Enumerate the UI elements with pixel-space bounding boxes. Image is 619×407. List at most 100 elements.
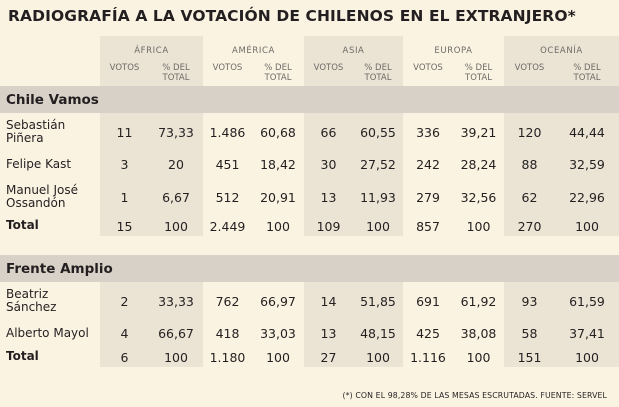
votes-cell: 1.486 xyxy=(209,124,246,140)
percent-cell: 20 xyxy=(149,151,203,178)
percent-cell: 73,33 xyxy=(149,113,203,151)
percent-cell: 11,93 xyxy=(353,178,403,216)
percent-header-line: % DEL xyxy=(264,63,292,73)
votes-cell: 1.180 xyxy=(209,349,246,365)
percent-header-line: TOTAL xyxy=(465,72,492,83)
percent-cell: 39,21 xyxy=(460,124,497,140)
region-header: OCEANÍA xyxy=(504,36,619,58)
votes-cell: 279 xyxy=(416,189,440,205)
percent-cell: 100 xyxy=(555,347,619,367)
percent-cell: 100 xyxy=(353,216,403,236)
percent-cell: 66,97 xyxy=(260,293,296,309)
votes-cell: 27 xyxy=(304,347,353,367)
percent-cell: 33,03 xyxy=(260,326,296,341)
section-title: Frente Amplio xyxy=(0,255,619,282)
votes-cell: 15 xyxy=(100,216,149,236)
percent-column-header: % DEL TOTAL xyxy=(252,58,304,86)
percent-cell: 32,59 xyxy=(555,151,619,178)
votes-cell: 425 xyxy=(416,326,440,341)
votes-cell: 88 xyxy=(504,151,555,178)
region-header: EUROPA xyxy=(434,46,473,56)
percent-cell: 28,24 xyxy=(460,157,497,172)
name-line: Manuel José xyxy=(6,182,78,197)
candidate-name: Manuel José Ossandón xyxy=(0,178,100,216)
percent-column-header: % DEL TOTAL xyxy=(555,58,619,86)
candidate-name: Felipe Kast xyxy=(0,151,100,178)
percent-cell: 61,59 xyxy=(555,282,619,320)
percent-cell: 60,55 xyxy=(353,113,403,151)
votes-cell: 4 xyxy=(100,320,149,347)
name-line: Sebastián xyxy=(6,117,66,132)
percent-header-line: % DEL xyxy=(364,63,392,73)
region-header: ASIA xyxy=(304,36,403,58)
section-gap xyxy=(0,236,619,255)
percent-cell: 6,67 xyxy=(149,178,203,216)
votes-cell: 1 xyxy=(100,178,149,216)
percent-cell: 38,08 xyxy=(460,326,497,341)
name-line: Sánchez xyxy=(6,300,57,314)
name-line: Felipe Kast xyxy=(6,156,72,171)
percent-header-line: % DEL xyxy=(162,63,190,73)
votes-cell: 1.116 xyxy=(410,349,446,365)
votes-cell: 13 xyxy=(304,320,353,347)
votes-table: ÁFRICA AMÉRICA ASIA EUROPA OCEANÍA VOTOS% DEL… xyxy=(0,36,619,367)
votes-cell: 62 xyxy=(504,178,555,216)
votes-cell: 93 xyxy=(504,282,555,320)
section-title: Chile Vamos xyxy=(0,86,619,113)
percent-cell: 100 xyxy=(466,349,491,365)
percent-header-line: TOTAL xyxy=(264,72,292,83)
percent-cell: 61,92 xyxy=(460,293,497,309)
votes-cell: 512 xyxy=(215,189,240,205)
percent-cell: 66,67 xyxy=(149,320,203,347)
percent-column-header: % DEL TOTAL xyxy=(149,58,203,86)
votes-cell: 13 xyxy=(304,178,353,216)
votes-cell: 242 xyxy=(416,157,440,172)
votes-column-header: VOTOS xyxy=(100,58,149,86)
votes-cell: 418 xyxy=(215,326,240,341)
votes-cell: 2 xyxy=(100,282,149,320)
footnote: (*) CON EL 98,28% DE LAS MESAS ESCRUTADA… xyxy=(342,391,607,400)
name-line: Alberto Mayol xyxy=(6,325,89,340)
percent-cell: 18,42 xyxy=(260,157,296,172)
percent-cell: 33,33 xyxy=(149,282,203,320)
votes-cell: 762 xyxy=(215,293,240,309)
percent-cell: 100 xyxy=(353,347,403,367)
votes-cell: 120 xyxy=(504,113,555,151)
percent-cell: 100 xyxy=(555,216,619,236)
votes-cell: 30 xyxy=(304,151,353,178)
name-line: Total xyxy=(6,218,39,233)
total-label: Total xyxy=(0,347,100,367)
name-line: Total xyxy=(6,349,39,364)
region-header: ÁFRICA xyxy=(100,36,203,58)
votes-column-header: VOTOS xyxy=(304,58,353,86)
votes-cell: 66 xyxy=(304,113,353,151)
total-label: Total xyxy=(0,216,100,236)
percent-cell: 100 xyxy=(266,218,290,234)
header-spacer xyxy=(0,36,100,58)
name-line: Beatriz xyxy=(6,286,49,301)
votes-cell: 14 xyxy=(304,282,353,320)
votes-column-header: VOTOS xyxy=(504,58,555,86)
percent-cell: 48,15 xyxy=(353,320,403,347)
percent-cell: 32,56 xyxy=(460,189,497,205)
percent-cell: 27,52 xyxy=(353,151,403,178)
votes-cell: 109 xyxy=(304,216,353,236)
votes-cell: 58 xyxy=(504,320,555,347)
percent-cell: 60,68 xyxy=(260,124,296,140)
votes-cell: 3 xyxy=(100,151,149,178)
votes-column-header: VOTOS xyxy=(212,63,243,73)
percent-column-header: % DEL TOTAL xyxy=(453,58,504,86)
percent-cell: 37,41 xyxy=(555,320,619,347)
table-title: RADIOGRAFÍA A LA VOTACIÓN DE CHILENOS EN… xyxy=(8,7,576,25)
percent-header-line: % DEL xyxy=(464,63,493,73)
percent-cell: 100 xyxy=(266,349,290,365)
name-line: Ossandón xyxy=(6,196,66,210)
percent-header-line: TOTAL xyxy=(573,72,601,83)
candidate-name: Alberto Mayol xyxy=(0,320,100,347)
votes-cell: 857 xyxy=(416,218,440,234)
votes-column-header: VOTOS xyxy=(413,63,443,73)
candidate-name: Sebastián Piñera xyxy=(0,113,100,151)
votes-cell: 2.449 xyxy=(209,218,246,234)
percent-cell: 100 xyxy=(466,218,491,234)
votes-cell: 11 xyxy=(100,113,149,151)
